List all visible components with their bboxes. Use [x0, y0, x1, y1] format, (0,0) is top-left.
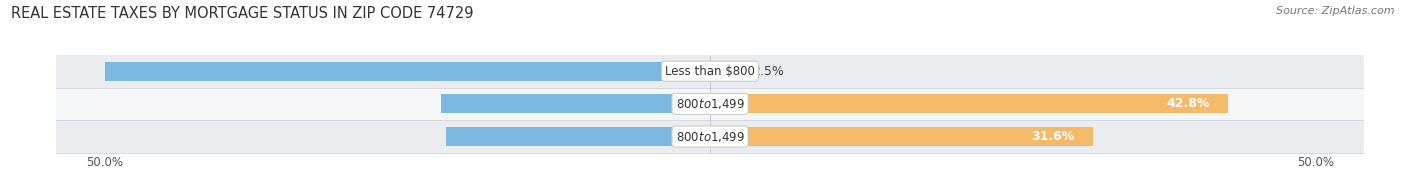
Text: $800 to $1,499: $800 to $1,499 — [675, 97, 745, 111]
Bar — [441, 94, 710, 113]
Text: 2.5%: 2.5% — [752, 65, 785, 78]
Text: 22.2%: 22.2% — [692, 97, 735, 110]
Bar — [56, 88, 1364, 120]
Bar — [56, 120, 1364, 153]
Text: $800 to $1,499: $800 to $1,499 — [675, 130, 745, 143]
Bar — [446, 127, 710, 146]
Text: 21.8%: 21.8% — [692, 130, 735, 143]
Bar — [104, 62, 710, 81]
Bar — [56, 55, 1364, 88]
Text: 42.8%: 42.8% — [1167, 97, 1211, 110]
Text: Less than $800: Less than $800 — [665, 65, 755, 78]
Bar — [710, 94, 1229, 113]
Text: 31.6%: 31.6% — [1031, 130, 1074, 143]
Text: REAL ESTATE TAXES BY MORTGAGE STATUS IN ZIP CODE 74729: REAL ESTATE TAXES BY MORTGAGE STATUS IN … — [11, 6, 474, 21]
Text: 50.0%: 50.0% — [692, 65, 735, 78]
Bar — [710, 127, 1092, 146]
Text: Source: ZipAtlas.com: Source: ZipAtlas.com — [1277, 6, 1395, 16]
Bar — [710, 62, 741, 81]
